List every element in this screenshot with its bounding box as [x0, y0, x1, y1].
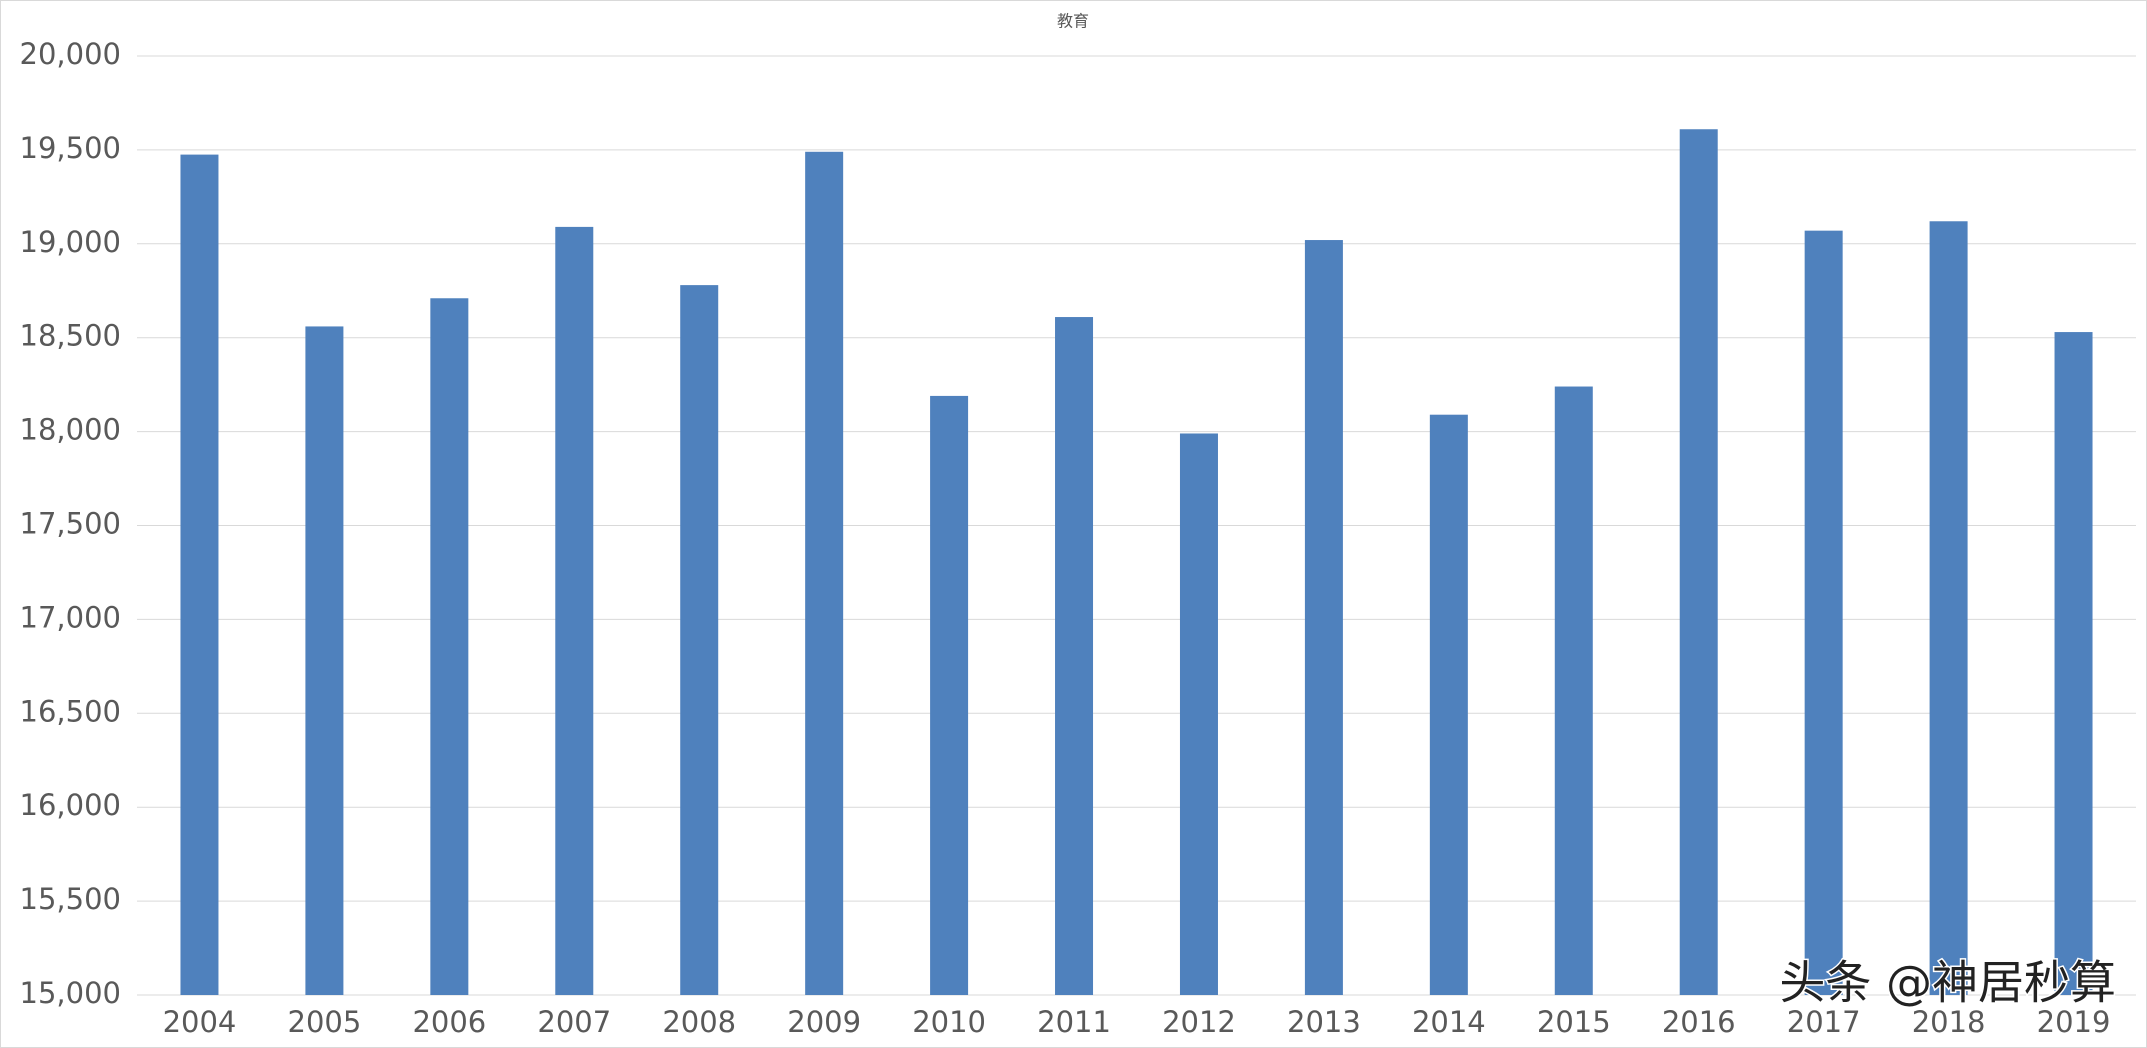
x-tick-label: 2018 [1912, 1005, 1986, 1039]
bar [1179, 433, 1218, 995]
bar [1679, 129, 1718, 995]
bar [805, 151, 844, 995]
x-tick-label: 2005 [288, 1005, 362, 1039]
y-tick-label: 20,000 [20, 37, 121, 71]
x-tick-label: 2016 [1662, 1005, 1736, 1039]
x-tick-label: 2007 [537, 1005, 611, 1039]
x-tick-label: 2004 [163, 1005, 237, 1039]
bar [1554, 386, 1593, 995]
y-tick-label: 15,500 [20, 882, 121, 916]
bar [555, 226, 594, 995]
x-tick-label: 2010 [912, 1005, 986, 1039]
bar [305, 326, 344, 995]
bar [930, 395, 969, 996]
y-tick-label: 17,000 [20, 600, 121, 634]
bar [1429, 414, 1468, 995]
bar [1055, 317, 1094, 995]
x-tick-label: 2011 [1037, 1005, 1111, 1039]
y-tick-label: 17,500 [20, 507, 121, 541]
bar [1304, 240, 1343, 995]
x-tick-label: 2012 [1162, 1005, 1236, 1039]
bar [680, 285, 719, 996]
watermark: 头条 @神居秒算 [1779, 956, 2116, 1010]
y-tick-label: 16,500 [20, 694, 121, 728]
bar [1929, 221, 1968, 995]
y-tick-label: 16,000 [20, 788, 121, 822]
bar [1804, 230, 1843, 996]
y-tick-label: 18,500 [20, 319, 121, 353]
x-tick-label: 2015 [1537, 1005, 1611, 1039]
x-tick-label: 2017 [1787, 1005, 1861, 1039]
y-tick-label: 19,500 [20, 131, 121, 165]
x-tick-label: 2014 [1412, 1005, 1486, 1039]
x-tick-label: 2019 [2037, 1005, 2111, 1039]
y-tick-label: 19,000 [20, 225, 121, 259]
x-tick-label: 2013 [1287, 1005, 1361, 1039]
bar [430, 298, 469, 996]
y-tick-label: 18,000 [20, 413, 121, 447]
chart-title: 教育 [1057, 12, 1089, 31]
y-tick-label: 15,000 [20, 976, 121, 1010]
bar [2054, 332, 2093, 995]
x-tick-label: 2008 [662, 1005, 736, 1039]
bar [180, 154, 219, 996]
x-tick-label: 2009 [787, 1005, 861, 1039]
x-tick-label: 2006 [412, 1005, 486, 1039]
